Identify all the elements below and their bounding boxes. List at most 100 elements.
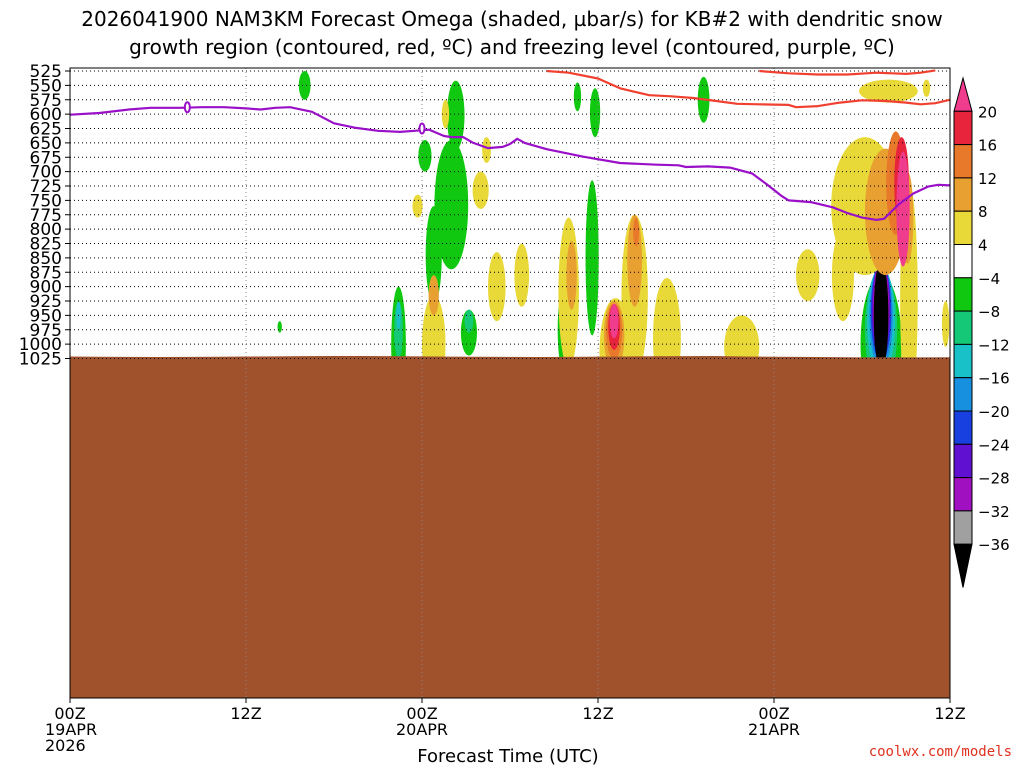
x-tick-label: 12Z	[934, 704, 965, 723]
omega-region-m4_m8	[298, 71, 311, 100]
omega-region-4_8	[412, 194, 423, 218]
y-tick-label: 925	[30, 292, 62, 312]
colorbar-label: −28	[978, 470, 1010, 488]
terrain-fill	[70, 356, 950, 698]
chart-title-line-2: growth region (contoured, red, ºC) and f…	[129, 35, 895, 59]
x-tick-label: 00Z	[54, 704, 85, 723]
colorbar-label: 20	[978, 103, 997, 121]
y-tick-label: 575	[30, 91, 62, 111]
plot-frame	[69, 67, 951, 699]
x-tick-label: 00Z	[406, 704, 437, 723]
colorbar-label: 4	[978, 237, 988, 255]
omega-region-m8_m12	[464, 309, 474, 333]
omega-region-m4_m8	[573, 82, 582, 112]
y-tick-label: 675	[30, 148, 62, 168]
omega-region-12_16	[633, 217, 640, 247]
y-tick-label: 725	[30, 177, 62, 197]
omega-region-m4_m8	[589, 88, 601, 138]
colorbar-segment	[953, 443, 973, 479]
colorbar-segment	[953, 410, 973, 445]
omega-region-4_8	[831, 229, 854, 322]
colorbar-label: −8	[978, 303, 1000, 321]
colorbar-segment	[953, 510, 973, 545]
colorbar-cap-bottom	[953, 543, 973, 588]
contour-label-marker	[418, 122, 426, 135]
x-tick-label: 21APR	[748, 720, 800, 739]
colorbar-segment	[953, 277, 973, 312]
y-tick-label: 1000	[19, 335, 62, 355]
colorbar-label: −4	[978, 270, 1000, 288]
colorbar-label: −12	[978, 336, 1010, 354]
omega-region-4_8	[922, 79, 931, 97]
omega-region-m4_m8	[418, 140, 432, 172]
omega-region-m4_m8	[425, 206, 442, 304]
chart-title-line-1: 2026041900 NAM3KM Forecast Omega (shaded…	[81, 7, 943, 31]
y-tick-label: 700	[30, 163, 62, 183]
omega-shading	[277, 71, 950, 414]
pressure-axis: 5255505756006256506757007257507758008258…	[19, 62, 70, 370]
colorbar-label: 12	[978, 170, 997, 188]
colorbar-segment	[953, 144, 973, 179]
colorbar-label: 16	[978, 137, 997, 155]
y-tick-label: 800	[30, 220, 62, 240]
contour-label-marker	[183, 101, 191, 114]
omega-region-4_8	[472, 171, 489, 209]
colorbar-label: −32	[978, 503, 1010, 521]
colorbar-label: 8	[978, 203, 988, 221]
colorbar-segment	[953, 210, 973, 245]
y-tick-label: 550	[30, 76, 62, 96]
colorbar-segment	[953, 110, 973, 146]
x-tick-label: 00Z	[758, 704, 789, 723]
omega-region-4_8	[859, 79, 918, 103]
omega-region-4_8	[796, 249, 820, 301]
omega-region-4_8	[482, 137, 491, 163]
omega-region-m4_m8	[446, 80, 465, 150]
colorbar-label: −24	[978, 436, 1010, 454]
colorbar-segment	[953, 343, 973, 379]
omega-region-4_8	[441, 99, 450, 129]
contour-line	[546, 69, 950, 109]
omega-region-gt20	[609, 303, 619, 339]
y-tick-label: 900	[30, 278, 62, 298]
y-tick-label: 525	[30, 62, 62, 82]
x-tick-label: 20APR	[396, 720, 448, 739]
y-tick-label: 850	[30, 249, 62, 269]
y-tick-label: 875	[30, 263, 62, 283]
plot-grid	[70, 68, 950, 698]
x-tick-label: 19APR	[45, 720, 97, 739]
colorbar-label: −20	[978, 403, 1010, 421]
omega-region-8_12	[566, 240, 577, 310]
y-tick-label: 1025	[19, 350, 62, 370]
omega-region-m4_m8	[434, 140, 469, 270]
terrain-fill-shape	[70, 356, 950, 698]
omega-region-4_8	[514, 243, 530, 307]
colorbar-cap-top	[953, 76, 973, 112]
omega-region-m4_m8	[585, 180, 599, 336]
colorbar-segment	[953, 477, 973, 512]
y-tick-label: 600	[30, 105, 62, 125]
x-tick-label: 2026	[45, 736, 86, 755]
omega-region-4_8	[488, 252, 506, 322]
temperature-contours	[70, 69, 950, 221]
credit-link[interactable]: coolwx.com/models	[868, 744, 1012, 760]
y-tick-label: 750	[30, 191, 62, 211]
colorbar-segment	[953, 377, 973, 412]
omega-region-4_8	[941, 301, 950, 347]
omega-region-m4_m8	[277, 321, 282, 333]
y-tick-label: 950	[30, 306, 62, 326]
colorbar-segment	[953, 244, 973, 279]
omega-colorbar: 20 16 12 8 4 −4 −8 −12 −16 −20 −24 −28 −32 −36	[953, 76, 1010, 588]
contour-line	[70, 106, 950, 221]
x-tick-label: 12Z	[230, 704, 261, 723]
y-tick-label: 650	[30, 134, 62, 154]
y-tick-label: 975	[30, 321, 62, 341]
y-tick-label: 775	[30, 206, 62, 226]
colorbar-label: −16	[978, 370, 1010, 388]
colorbar-segment	[953, 310, 973, 345]
y-tick-label: 825	[30, 235, 62, 255]
colorbar-segment	[953, 177, 973, 212]
x-tick-label: 12Z	[582, 704, 613, 723]
omega-region-lt_m36	[873, 260, 889, 370]
